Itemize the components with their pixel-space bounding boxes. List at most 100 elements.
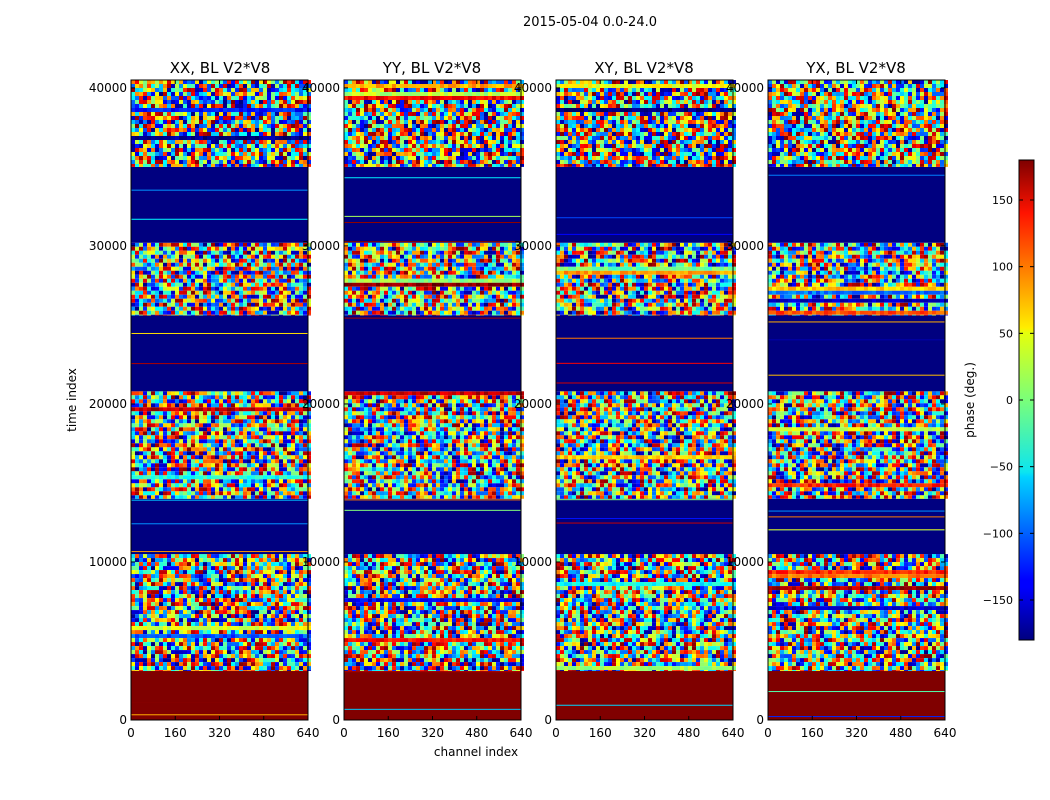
noise-cell [155,160,159,164]
noise-cell [151,391,155,396]
noise-cell [388,598,392,603]
noise-cell [175,495,179,499]
noise-cell [151,96,155,100]
noise-cell [504,582,508,587]
noise-cell [291,570,295,575]
noise-cell [191,463,195,468]
noise-cell [267,602,271,607]
noise-cell [143,140,147,144]
noise-cell [143,92,147,96]
noise-cell [223,447,227,452]
noise-cell [388,566,392,571]
noise-cell [159,128,163,132]
noise-cell [255,566,259,571]
noise-cell [219,306,223,311]
noise-cell [167,254,171,259]
noise-cell [163,586,167,591]
noise-cell [263,262,267,267]
noise-cell [243,455,247,460]
noise-cell [151,483,155,488]
noise-cell [263,258,267,263]
noise-cell [307,310,311,315]
noise-cell [291,638,295,643]
noise-cell [211,578,215,583]
noise-cell [191,622,195,627]
noise-cell [279,254,283,259]
noise-cell [187,88,191,92]
noise-cell [151,286,155,291]
noise-cell [191,80,195,84]
noise-cell [271,626,275,631]
noise-cell [283,594,287,599]
noise-cell [364,574,368,579]
noise-cell [175,120,179,124]
noise-cell [135,278,139,283]
noise-cell [283,116,287,120]
noise-cell [295,88,299,92]
noise-cell [247,302,251,307]
noise-cell [291,120,295,124]
noise-cell [247,658,251,663]
noise-cell [267,487,271,492]
noise-cell [243,88,247,92]
noise-cell [143,104,147,108]
noise-cell [151,152,155,156]
noise-cell [179,84,183,88]
noise-cell [223,487,227,492]
noise-cell [247,455,251,460]
noise-cell [412,554,416,559]
noise-cell [143,451,147,456]
noise-cell [203,662,207,667]
noise-cell [203,447,207,452]
noise-cell [235,443,239,448]
noise-cell [203,132,207,136]
noise-cell [203,455,207,460]
noise-cell [452,566,456,571]
noise-cell [135,160,139,164]
noise-cell [287,590,291,595]
noise-cell [159,419,163,424]
noise-cell [159,395,163,400]
noise-cell [151,491,155,496]
noise-cell [235,483,239,488]
noise-cell [155,258,159,263]
noise-cell [187,427,191,432]
noise-cell [183,586,187,591]
noise-cell [396,574,400,579]
noise-cell [171,88,175,92]
noise-cell [263,606,267,611]
noise-cell [452,598,456,603]
noise-cell [259,136,263,140]
noise-cell [135,108,139,112]
noise-cell [195,662,199,667]
noise-cell [344,602,348,607]
noise-cell [219,258,223,263]
noise-cell [267,634,271,639]
noise-cell [163,314,167,316]
noise-cell [291,108,295,112]
noise-cell [179,96,183,100]
noise-cell [368,554,372,559]
noise-cell [303,435,307,440]
noise-cell [167,423,171,428]
noise-cell [131,140,135,144]
noise-cell [179,314,183,316]
noise-cell [143,423,147,428]
noise-cell [235,479,239,484]
noise-cell [139,290,143,295]
noise-cell [263,96,267,100]
noise-cell [476,562,480,567]
noise-cell [143,487,147,492]
noise-cell [259,254,263,259]
noise-cell [191,642,195,647]
noise-cell [199,562,203,567]
noise-cell [183,614,187,619]
noise-cell [187,80,191,84]
noise-cell [183,108,187,112]
noise-cell [263,156,267,160]
noise-cell [155,100,159,104]
noise-cell [223,451,227,456]
noise-cell [131,124,135,128]
noise-cell [303,164,307,167]
noise-cell [243,282,247,287]
